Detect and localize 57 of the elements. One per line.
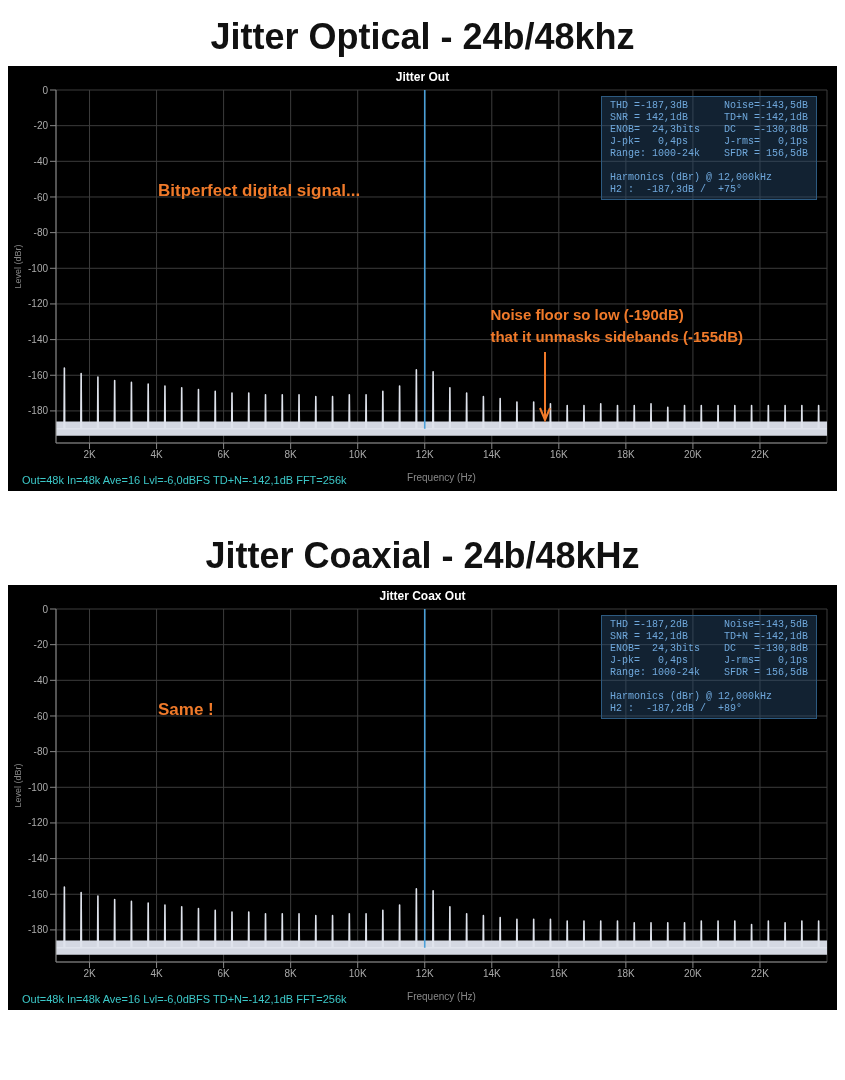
x-tick-label: 4K bbox=[150, 968, 164, 980]
x-tick-label: 4K bbox=[150, 449, 164, 461]
x-tick-label: 2K bbox=[83, 449, 96, 461]
y-tick-label: -40 bbox=[33, 155, 49, 167]
y-tick-label: -180 bbox=[27, 405, 49, 417]
y-tick-label: -180 bbox=[27, 924, 49, 936]
y-tick-label: -60 bbox=[33, 191, 49, 203]
y-tick-label: -20 bbox=[33, 120, 49, 132]
chart-title: Jitter Optical - 24b/48khz bbox=[209, 15, 636, 59]
x-tick-label: 10K bbox=[348, 968, 367, 980]
chart-title: Jitter Coaxial - 24b/48kHz bbox=[204, 534, 641, 578]
y-tick-label: 0 bbox=[42, 84, 49, 96]
text: THD =-187,3dB Noise=-143,5dB SNR = 142,1dB TD+N =-142,1dB ENOB= 24,3bits DC =-130,8dB J-pk= 0,4ps J-rms= 0,1ps Range: 1000-24k SFDR = 156,5dB Harmonics (dBr) @ 12,000kHz H2 : -187,3dB / +75° bbox=[609, 100, 808, 195]
y-tick-label: -160 bbox=[27, 369, 49, 381]
y-axis-title: Level (dBr) bbox=[13, 763, 24, 808]
chart-subtitle: Jitter Out bbox=[394, 70, 451, 84]
x-tick-label: 22K bbox=[751, 449, 770, 461]
y-tick-label: -120 bbox=[27, 817, 49, 829]
text: THD =-187,2dB Noise=-143,5dB SNR = 142,1dB TD+N =-142,1dB ENOB= 24,3bits DC =-130,8dB J-pk= 0,4ps J-rms= 0,1ps Range: 1000-24k SFDR = 156,5dB Harmonics (dBr) @ 12,000kHz H2 : -187,2dB / +89° bbox=[609, 619, 808, 714]
x-tick-label: 8K bbox=[284, 449, 298, 461]
y-tick-label: -160 bbox=[27, 888, 49, 900]
y-tick-label: -60 bbox=[33, 710, 49, 722]
x-axis-title: Frequency (Hz) bbox=[407, 991, 476, 1002]
x-tick-label: 12K bbox=[415, 449, 434, 461]
x-tick-label: 14K bbox=[482, 449, 502, 461]
y-tick-label: -20 bbox=[33, 639, 49, 651]
x-tick-label: 16K bbox=[549, 968, 569, 980]
x-tick-label: 20K bbox=[684, 968, 703, 980]
y-tick-label: -80 bbox=[33, 746, 49, 758]
x-tick-label: 6K bbox=[217, 449, 231, 461]
y-tick-label: -100 bbox=[27, 781, 49, 793]
x-tick-label: 2K bbox=[83, 968, 96, 980]
x-tick-label: 14K bbox=[482, 968, 502, 980]
y-tick-label: -40 bbox=[33, 674, 49, 686]
x-tick-label: 18K bbox=[616, 449, 636, 461]
y-tick-label: -100 bbox=[27, 262, 49, 274]
chart-subtitle: Jitter Coax Out bbox=[378, 589, 467, 603]
y-tick-label: -120 bbox=[27, 298, 49, 310]
x-tick-label: 18K bbox=[616, 968, 636, 980]
x-tick-label: 10K bbox=[348, 449, 367, 461]
annotation: Same ! bbox=[158, 700, 214, 721]
y-tick-label: -140 bbox=[27, 853, 49, 865]
text: Out=48k In=48k Ave=16 Lvl=-6,0dBFS TD+N=-142,1dB FFT=256k bbox=[22, 993, 347, 1005]
x-axis-title: Frequency (Hz) bbox=[407, 472, 476, 483]
y-tick-label: -140 bbox=[27, 334, 49, 346]
x-tick-label: 12K bbox=[415, 968, 434, 980]
annotation: Noise floor so low (-190dB) that it unmasks sidebands (-155dB) bbox=[490, 304, 743, 347]
x-tick-label: 6K bbox=[217, 968, 231, 980]
x-tick-label: 16K bbox=[549, 449, 569, 461]
text: Out=48k In=48k Ave=16 Lvl=-6,0dBFS TD+N=-142,1dB FFT=256k bbox=[22, 474, 347, 486]
x-tick-label: 8K bbox=[284, 968, 298, 980]
x-tick-label: 20K bbox=[684, 449, 703, 461]
annotation: Bitperfect digital signal... bbox=[158, 181, 361, 202]
y-tick-label: 0 bbox=[42, 603, 49, 615]
y-axis-title: Level (dBr) bbox=[13, 244, 24, 289]
x-tick-label: 22K bbox=[751, 968, 770, 980]
y-tick-label: -80 bbox=[33, 227, 49, 239]
